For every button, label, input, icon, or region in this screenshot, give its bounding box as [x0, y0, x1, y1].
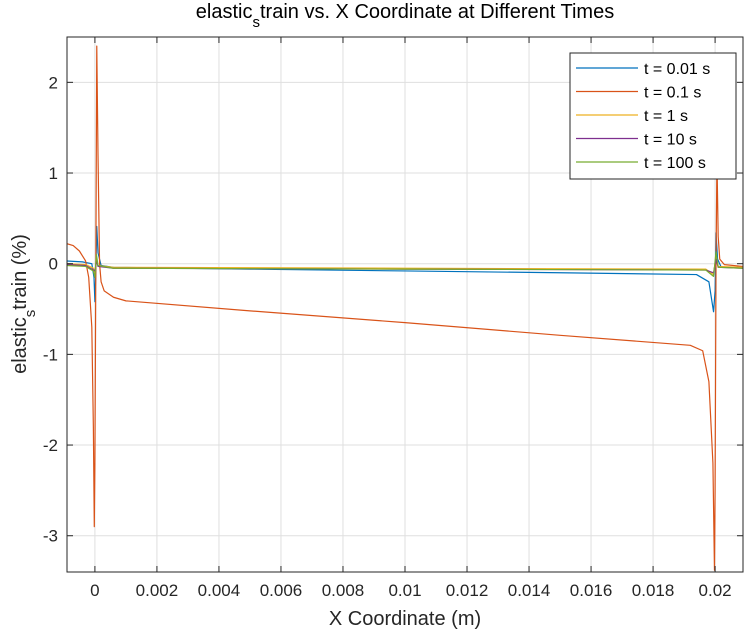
legend-label: t = 0.01 s	[644, 61, 710, 78]
legend: t = 0.01 s t = 0.1 s t = 1 s t = 10 s t = 10…	[569, 52, 737, 180]
x-axis-label: X Coordinate (m)	[329, 608, 481, 630]
y-axis-label: elasticstrain (%)	[9, 234, 39, 374]
x-tick-label: 0.01	[388, 581, 421, 600]
x-tick-label: 0.014	[508, 581, 551, 600]
legend-box	[569, 52, 737, 180]
x-tick-label: 0.008	[322, 581, 365, 600]
y-ticks: -3 -2 -1 0 1 2	[43, 73, 743, 546]
x-tick-label: 0.02	[699, 581, 732, 600]
y-tick-label: 0	[49, 255, 58, 274]
x-tick-label: 0.018	[632, 581, 675, 600]
y-tick-label: 2	[49, 73, 58, 92]
x-tick-label: 0.016	[570, 581, 613, 600]
x-tick-label: 0.002	[136, 581, 179, 600]
series-line-2	[67, 45, 743, 571]
legend-label: t = 1 s	[644, 108, 688, 125]
chart-title: elasticstrain vs. X Coordinate at Differ…	[196, 1, 614, 31]
y-tick-label: -3	[43, 527, 58, 546]
legend-label: t = 100 s	[644, 155, 706, 172]
grid	[67, 37, 743, 572]
y-tick-label: -1	[43, 345, 58, 364]
y-tick-label: -2	[43, 436, 58, 455]
x-tick-label: 0	[90, 581, 99, 600]
x-tick-label: 0.006	[260, 581, 303, 600]
legend-label: t = 0.1 s	[644, 85, 701, 102]
x-tick-label: 0.012	[446, 581, 489, 600]
series-layer	[67, 45, 743, 571]
legend-label: t = 10 s	[644, 132, 697, 149]
x-tick-label: 0.004	[198, 581, 241, 600]
x-ticks: 0 0.002 0.004 0.006 0.008 0.01 0.012 0.014 0.016…	[90, 37, 732, 600]
y-tick-label: 1	[49, 164, 58, 183]
series-line-5	[67, 251, 743, 278]
